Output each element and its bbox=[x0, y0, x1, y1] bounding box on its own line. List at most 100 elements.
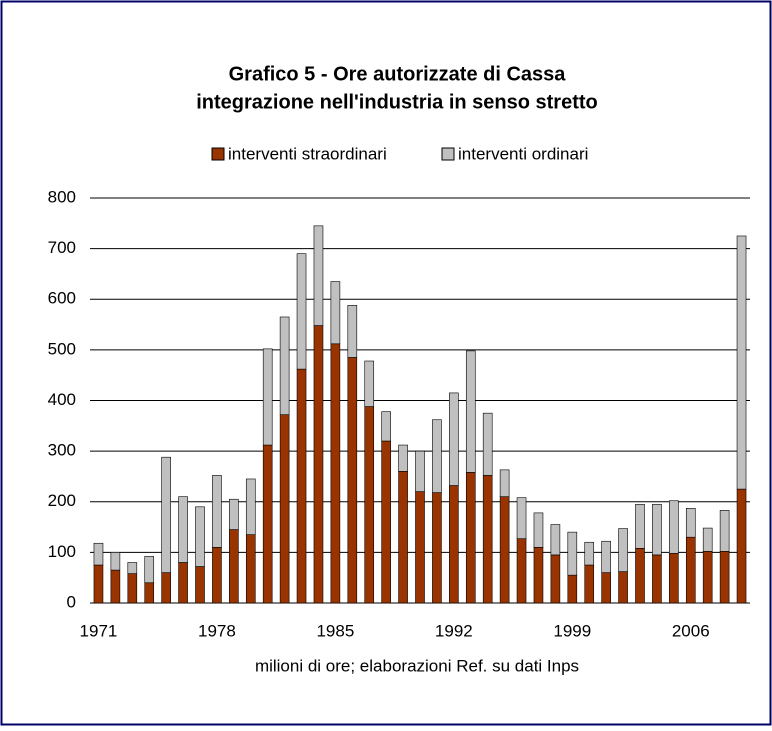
y-tick-label: 100 bbox=[48, 542, 76, 561]
bar bbox=[161, 572, 171, 604]
bar bbox=[432, 492, 442, 604]
bar bbox=[618, 528, 628, 572]
bar bbox=[702, 551, 713, 604]
chart-title: integrazione nell'industria in senso str… bbox=[196, 91, 597, 113]
bar bbox=[567, 574, 578, 604]
bar bbox=[195, 506, 205, 567]
bar bbox=[736, 235, 747, 490]
bar bbox=[262, 348, 273, 446]
y-tick-label: 300 bbox=[48, 441, 76, 460]
bar bbox=[499, 496, 510, 604]
bar bbox=[398, 444, 408, 472]
bar bbox=[364, 360, 375, 407]
bar bbox=[465, 472, 476, 604]
bar bbox=[245, 534, 256, 604]
x-tick-label: 1978 bbox=[198, 621, 236, 640]
bar bbox=[330, 281, 341, 345]
bar bbox=[449, 392, 459, 486]
bar bbox=[195, 566, 205, 604]
bar bbox=[618, 571, 628, 604]
bar bbox=[229, 529, 239, 604]
bar bbox=[550, 554, 561, 604]
y-tick-label: 400 bbox=[48, 390, 76, 409]
y-tick-label: 700 bbox=[48, 238, 76, 257]
bar bbox=[127, 562, 138, 574]
bar bbox=[652, 503, 662, 556]
bar bbox=[178, 496, 188, 563]
bar bbox=[381, 440, 391, 604]
legend-swatch bbox=[441, 147, 455, 161]
bar bbox=[347, 357, 358, 604]
bar bbox=[415, 491, 425, 604]
y-tick-label: 800 bbox=[48, 187, 76, 206]
bar bbox=[719, 551, 730, 604]
bar bbox=[669, 500, 679, 554]
bar bbox=[262, 444, 273, 604]
x-tick-label: 1992 bbox=[435, 621, 473, 640]
bar bbox=[465, 350, 476, 473]
bar bbox=[652, 554, 662, 604]
bar bbox=[415, 450, 425, 492]
bar bbox=[330, 343, 341, 604]
chart-title: Grafico 5 - Ore autorizzate di Cassa bbox=[229, 63, 567, 85]
bar bbox=[110, 569, 121, 604]
bar bbox=[161, 456, 171, 573]
bar bbox=[279, 414, 290, 604]
legend-label: interventi straordinari bbox=[228, 144, 387, 163]
bar bbox=[212, 475, 222, 548]
bar bbox=[584, 564, 595, 604]
bar bbox=[601, 572, 611, 604]
bar bbox=[601, 540, 611, 573]
bar bbox=[449, 485, 459, 604]
bar bbox=[533, 547, 544, 604]
bar bbox=[719, 510, 730, 552]
bar bbox=[516, 497, 527, 540]
y-tick-label: 500 bbox=[48, 339, 76, 358]
x-tick-label: 2006 bbox=[672, 621, 710, 640]
bar bbox=[685, 536, 696, 604]
bar bbox=[313, 325, 324, 604]
bar bbox=[144, 582, 155, 604]
bar bbox=[229, 498, 239, 530]
bar bbox=[347, 305, 358, 358]
bar bbox=[736, 488, 747, 604]
bar bbox=[482, 412, 493, 476]
bar bbox=[584, 541, 595, 566]
y-tick-label: 0 bbox=[67, 592, 76, 611]
bar bbox=[127, 573, 138, 604]
bar bbox=[381, 411, 391, 442]
bar bbox=[669, 553, 679, 604]
bar bbox=[702, 527, 713, 552]
legend-swatch bbox=[211, 147, 225, 161]
bar bbox=[432, 419, 442, 493]
bar bbox=[635, 503, 645, 549]
bar bbox=[296, 253, 307, 370]
bar bbox=[178, 562, 188, 604]
bar bbox=[110, 552, 121, 571]
bar bbox=[635, 548, 645, 604]
x-tick-label: 1971 bbox=[80, 621, 118, 640]
bar bbox=[93, 542, 104, 566]
bar bbox=[212, 547, 222, 604]
x-tick-label: 1999 bbox=[553, 621, 591, 640]
bar bbox=[313, 225, 324, 326]
bar bbox=[364, 406, 375, 604]
bar bbox=[482, 475, 493, 604]
x-tick-label: 1985 bbox=[316, 621, 354, 640]
bar bbox=[516, 538, 527, 604]
bar bbox=[398, 471, 408, 604]
bar bbox=[685, 508, 696, 538]
bar bbox=[93, 564, 104, 604]
bar bbox=[567, 531, 578, 576]
bar bbox=[550, 524, 561, 556]
bar bbox=[533, 512, 544, 548]
bar bbox=[499, 469, 510, 497]
y-tick-label: 200 bbox=[48, 491, 76, 510]
bar bbox=[279, 316, 290, 415]
y-tick-label: 600 bbox=[48, 289, 76, 308]
legend-label: interventi ordinari bbox=[458, 144, 588, 163]
bar bbox=[296, 368, 307, 604]
footnote: milioni di ore; elaborazioni Ref. su dat… bbox=[255, 656, 579, 675]
